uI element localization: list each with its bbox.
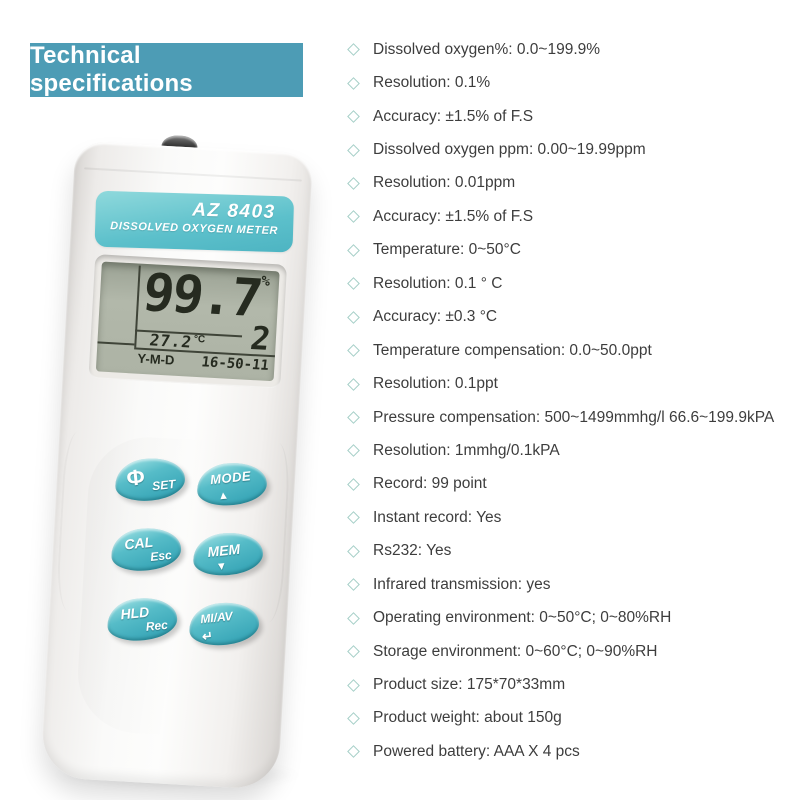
diamond-bullet-icon	[347, 377, 360, 391]
spec-item-label: Instant record: Yes	[373, 508, 502, 526]
spec-item: Temperature: 0~50°C	[345, 234, 795, 267]
spec-item: Accuracy: ±1.5% of F.S	[345, 200, 795, 233]
spec-item: Storage environment: 0~60°C; 0~90%RH	[345, 635, 795, 668]
lcd-temperature-unit: °C	[193, 333, 206, 346]
spec-item-label: Dissolved oxygen%: 0.0~199.9%	[373, 40, 601, 58]
mode-button-label: MODE	[209, 468, 252, 488]
diamond-bullet-icon	[347, 712, 360, 725]
lcd-divider-left	[97, 341, 135, 346]
spec-item: Resolution: 0.1ppt	[345, 367, 795, 400]
spec-item: Temperature compensation: 0.0~50.0ppt	[345, 334, 795, 367]
spec-item: Powered battery: AAA X 4 pcs	[345, 735, 795, 768]
spec-item-label: Resolution: 1mmhg/0.1kPA	[373, 441, 560, 459]
spec-item: Rs232: Yes	[345, 535, 795, 568]
diamond-bullet-icon	[347, 678, 360, 692]
spec-item: Accuracy: ±1.5% of F.S	[345, 100, 795, 133]
spec-item: Resolution: 0.01ppm	[345, 167, 795, 200]
enter-arrow-icon: ↵	[201, 628, 214, 645]
diamond-bullet-icon	[347, 43, 360, 57]
spec-item-label: Accuracy: ±1.5% of F.S	[373, 107, 534, 125]
diamond-bullet-icon	[347, 177, 360, 190]
rec-button-label: Rec	[145, 617, 169, 634]
lcd-screen: 99.7 % 2 27.2 °C Y-M-D 16-50-11	[95, 261, 280, 382]
lcd-date-format-label: Y-M-D	[137, 351, 175, 369]
up-arrow-icon: ▲	[217, 489, 230, 503]
diamond-bullet-icon	[347, 578, 360, 592]
spec-item-label: Dissolved oxygen ppm: 0.00~19.99ppm	[373, 141, 646, 159]
spec-item: Resolution: 0.1%	[345, 66, 795, 99]
spec-item: Accuracy: ±0.3 °C	[345, 301, 795, 334]
diamond-bullet-icon	[347, 243, 360, 257]
mi-av-button-label: MI/AV	[199, 608, 234, 627]
diamond-bullet-icon	[347, 143, 360, 157]
oxygen-meter-photo: AZ 8403 DISSOLVED OXYGEN METER 99.7 % 2 …	[40, 130, 314, 791]
spec-item-label: Resolution: 0.1ppt	[373, 375, 498, 393]
power-icon: Φ	[125, 464, 146, 491]
spec-item: Operating environment: 0~50°C; 0~80%RH	[345, 601, 795, 634]
spec-item-label: Pressure compensation: 500~1499mmhg/l 66…	[373, 408, 775, 426]
diamond-bullet-icon	[347, 277, 360, 291]
top-seam-line	[84, 167, 302, 182]
spec-item-label: Temperature: 0~50°C	[373, 241, 521, 259]
diamond-bullet-icon	[347, 611, 360, 625]
spec-item: Infrared transmission: yes	[345, 568, 795, 601]
spec-item-label: Resolution: 0.01ppm	[373, 174, 516, 192]
lcd-bezel: 99.7 % 2 27.2 °C Y-M-D 16-50-11	[88, 254, 288, 389]
set-button-label: SET	[151, 476, 177, 494]
spec-item-label: Product weight: about 150g	[373, 709, 562, 727]
spec-item-label: Record: 99 point	[373, 475, 487, 493]
spec-item-label: Temperature compensation: 0.0~50.0ppt	[373, 341, 652, 359]
mem-button-label: MEM	[206, 540, 241, 560]
spec-item-label: Operating environment: 0~50°C; 0~80%RH	[373, 609, 672, 627]
diamond-bullet-icon	[347, 310, 360, 324]
spec-item-label: Powered battery: AAA X 4 pcs	[373, 742, 580, 760]
spec-item: Resolution: 1mmhg/0.1kPA	[345, 434, 795, 467]
spec-item-label: Resolution: 0.1%	[373, 74, 491, 92]
diamond-bullet-icon	[347, 344, 360, 358]
diamond-bullet-icon	[347, 76, 360, 90]
spec-item: Dissolved oxygen%: 0.0~199.9%	[345, 33, 795, 66]
diamond-bullet-icon	[347, 511, 360, 525]
spec-item: Product weight: about 150g	[345, 702, 795, 735]
diamond-bullet-icon	[347, 478, 360, 491]
spec-item: Dissolved oxygen ppm: 0.00~19.99ppm	[345, 133, 795, 166]
spec-item-label: Storage environment: 0~60°C; 0~90%RH	[373, 642, 658, 660]
device-body: AZ 8403 DISSOLVED OXYGEN METER 99.7 % 2 …	[40, 140, 314, 791]
lcd-secondary-value: 2	[248, 318, 274, 358]
spec-list: Dissolved oxygen%: 0.0~199.9% Resolution…	[345, 33, 795, 769]
lcd-time-value: 16-50-11	[200, 354, 271, 374]
spec-item: Resolution: 0.1 ° C	[345, 267, 795, 300]
spec-item: Record: 99 point	[345, 468, 795, 501]
diamond-bullet-icon	[347, 544, 360, 558]
spec-item-label: Infrared transmission: yes	[373, 575, 551, 593]
down-arrow-icon: ▼	[215, 560, 228, 574]
spec-item-label: Accuracy: ±1.5% of F.S	[373, 207, 534, 225]
diamond-bullet-icon	[347, 411, 360, 424]
lcd-main-value: 99.7	[139, 263, 265, 330]
spec-item-label: Product size: 175*70*33mm	[373, 676, 566, 694]
spec-item: Instant record: Yes	[345, 501, 795, 534]
diamond-bullet-icon	[347, 444, 360, 458]
brand-label: AZ 8403 DISSOLVED OXYGEN METER	[94, 190, 295, 253]
spec-item-label: Rs232: Yes	[373, 542, 452, 560]
diamond-bullet-icon	[347, 645, 360, 658]
diamond-bullet-icon	[347, 110, 360, 123]
spec-item: Product size: 175*70*33mm	[345, 668, 795, 701]
spec-item-label: Accuracy: ±0.3 °C	[373, 308, 498, 326]
esc-button-label: Esc	[149, 547, 173, 564]
spec-item: Pressure compensation: 500~1499mmhg/l 66…	[345, 401, 795, 434]
diamond-bullet-icon	[347, 210, 360, 224]
page-title: Technical specifications	[30, 42, 303, 97]
spec-item-label: Resolution: 0.1 ° C	[373, 274, 503, 292]
diamond-bullet-icon	[347, 745, 360, 759]
